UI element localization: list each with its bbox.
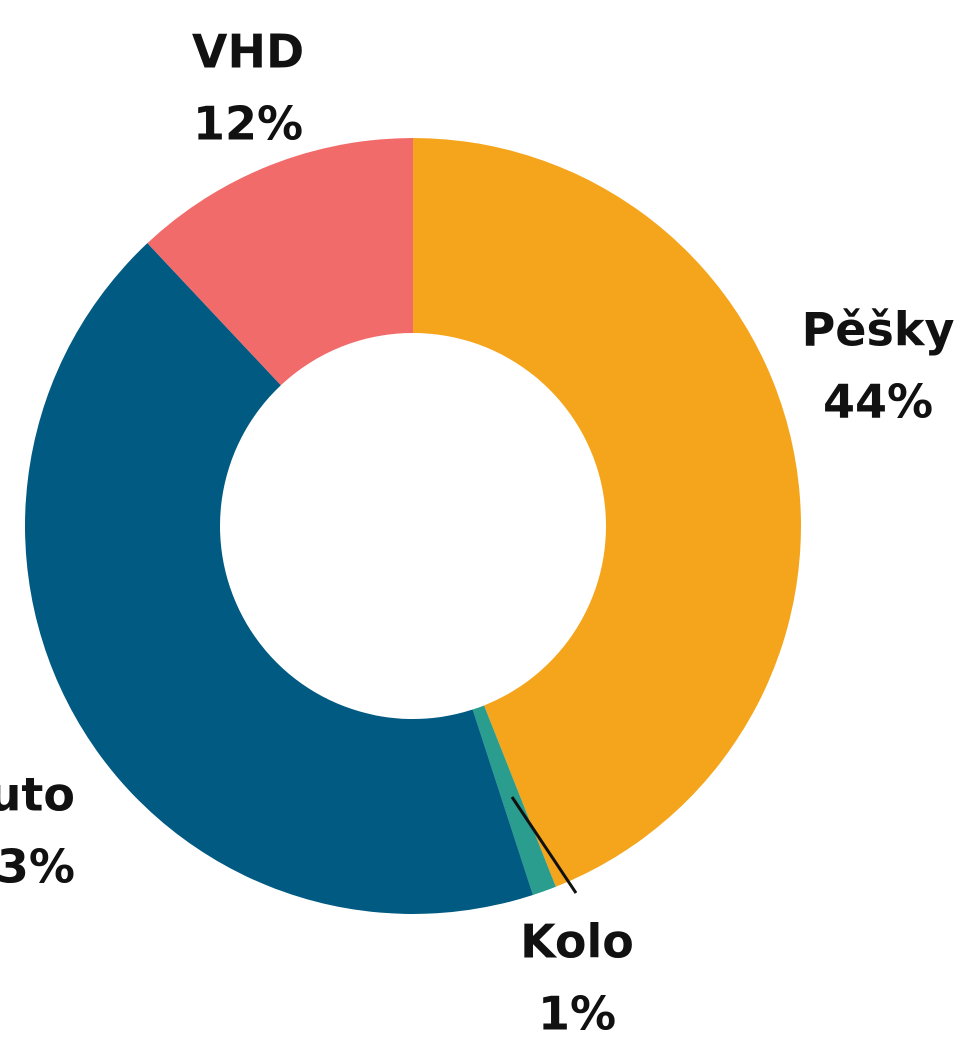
- slice-label: VHD: [192, 25, 304, 79]
- slice-value-label: 43%: [0, 840, 75, 894]
- slice-label: Pěšky: [802, 303, 955, 357]
- slice-label: Auto: [0, 768, 75, 822]
- donut-slice: [413, 138, 802, 887]
- slice-value-label: 44%: [823, 375, 933, 429]
- slice-value-label: 1%: [538, 987, 616, 1039]
- donut-slice: [24, 243, 533, 915]
- donut-slice: [147, 138, 413, 386]
- slice-label: Kolo: [520, 915, 634, 969]
- leader-line: [510, 796, 578, 894]
- slice-value-label: 12%: [193, 97, 303, 151]
